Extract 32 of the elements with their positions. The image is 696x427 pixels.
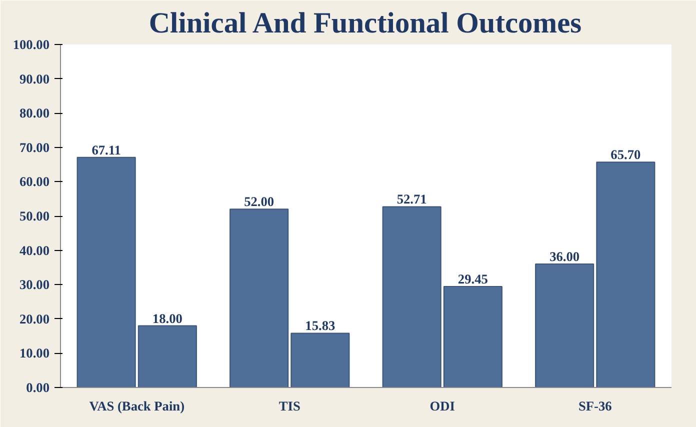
- bar: [382, 206, 442, 388]
- y-tick-label: 100.00: [12, 37, 50, 52]
- data-label: 52.71: [396, 192, 427, 207]
- y-tick-label: 50.00: [20, 208, 50, 224]
- bar: [596, 162, 656, 388]
- x-tick-label: SF-36: [578, 398, 612, 414]
- bar: [230, 208, 289, 388]
- data-label: 52.00: [244, 194, 274, 210]
- data-label: 65.70: [610, 147, 642, 162]
- y-tick-label: 70.00: [20, 140, 50, 155]
- x-tick-label: TIS: [278, 398, 300, 414]
- bar: [76, 156, 136, 388]
- y-tick-label: 90.00: [20, 71, 50, 86]
- y-tick-label: 60.00: [20, 174, 50, 190]
- x-tick-label: VAS (Back Pain): [89, 398, 185, 414]
- data-label: 15.83: [305, 318, 336, 334]
- data-label: 18.00: [152, 310, 183, 326]
- bar: [443, 286, 502, 388]
- data-label: 67.11: [92, 142, 121, 158]
- y-tick-label: 10.00: [20, 346, 50, 361]
- y-tick-label: 30.00: [20, 277, 50, 292]
- chart-title: Clinical And Functional Outcomes: [148, 8, 582, 40]
- bar: [290, 332, 350, 388]
- data-label: 29.45: [458, 271, 488, 286]
- data-label: 36.00: [550, 249, 580, 264]
- y-tick-label: 40.00: [20, 242, 50, 258]
- x-tick-label: ODI: [430, 398, 455, 414]
- y-tick-label: 80.00: [20, 106, 50, 121]
- bar: [138, 325, 197, 388]
- y-tick-label: 20.00: [20, 311, 50, 326]
- bar: [535, 264, 594, 388]
- y-tick-label: 0.00: [26, 380, 50, 395]
